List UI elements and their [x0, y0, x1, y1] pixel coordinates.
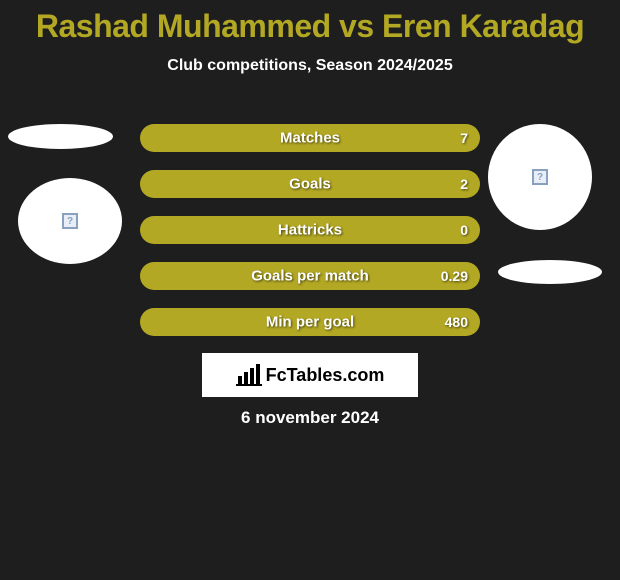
- player-avatar-left: ?: [18, 178, 122, 264]
- stat-row-hattricks: Hattricks 0: [140, 216, 480, 244]
- stats-bar-chart: Matches 7 Goals 2 Hattricks 0 Goals per …: [140, 124, 480, 354]
- stat-row-matches: Matches 7: [140, 124, 480, 152]
- brand-text: FcTables.com: [266, 365, 385, 386]
- stat-row-goals-per-match: Goals per match 0.29: [140, 262, 480, 290]
- bar-value: 0: [460, 222, 468, 238]
- player-avatar-right: ?: [488, 124, 592, 230]
- generated-date: 6 november 2024: [0, 408, 620, 428]
- bar-fill: [140, 216, 480, 244]
- decor-ellipse-right-bottom: [498, 260, 602, 284]
- subtitle: Club competitions, Season 2024/2025: [0, 57, 620, 75]
- page-title: Rashad Muhammed vs Eren Karadag: [0, 0, 620, 45]
- stat-row-min-per-goal: Min per goal 480: [140, 308, 480, 336]
- stat-row-goals: Goals 2: [140, 170, 480, 198]
- bar-value: 480: [445, 314, 468, 330]
- bar-value: 0.29: [441, 268, 468, 284]
- placeholder-icon: ?: [532, 169, 548, 185]
- bar-fill: [140, 124, 480, 152]
- bar-chart-icon: [236, 364, 262, 386]
- decor-ellipse-left-top: [8, 124, 113, 149]
- bar-fill: [140, 170, 480, 198]
- bar-fill: [140, 308, 480, 336]
- brand-logo: FcTables.com: [202, 353, 418, 397]
- placeholder-icon: ?: [62, 213, 78, 229]
- bar-fill: [140, 262, 480, 290]
- bar-value: 2: [460, 176, 468, 192]
- bar-value: 7: [460, 130, 468, 146]
